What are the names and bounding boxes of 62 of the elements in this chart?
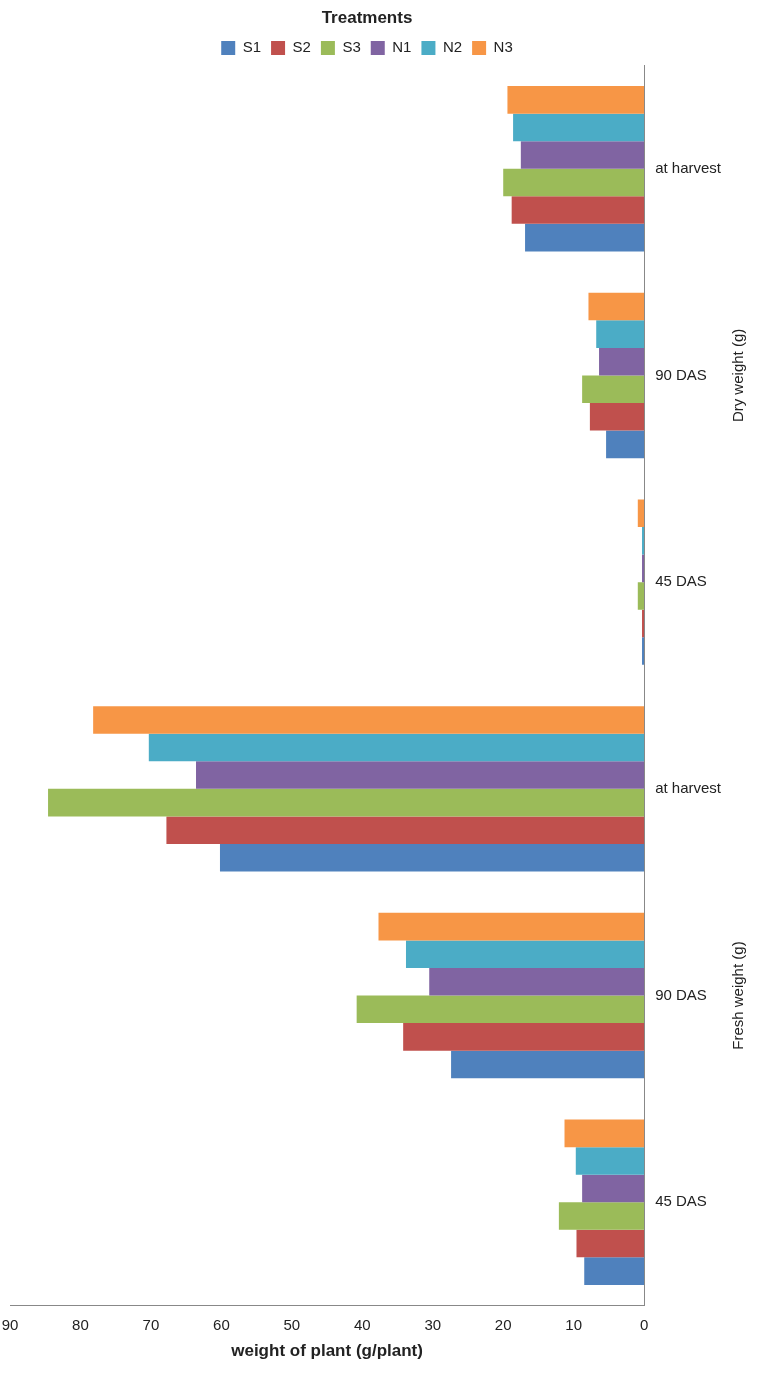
y-tick-label: 45 DAS [655,572,707,590]
bar [582,1174,645,1203]
legend-label: N2 [442,38,463,56]
bar [637,582,645,610]
legend-label: N3 [493,38,513,56]
bar [584,1257,645,1285]
bar [599,347,645,376]
bar [558,1202,645,1230]
legend-title: Treatments [321,8,413,28]
bar [166,816,645,844]
x-tick-label: 90 [1,1315,19,1333]
bar [148,733,645,762]
bar [576,1229,645,1258]
bar [48,788,645,817]
bar [219,843,645,872]
bar [511,196,645,224]
legend-label: S2 [292,38,311,56]
bar [405,940,645,968]
bar [642,609,645,638]
x-tick-label: 0 [639,1315,649,1333]
text: Dry weight (g) [729,328,747,423]
bar [93,706,645,734]
bar [525,223,645,252]
x-tick-label: 20 [494,1315,512,1333]
bar [564,1119,645,1148]
legend-label: S3 [342,38,361,56]
bar [378,912,645,941]
bar [507,86,645,114]
bar [451,1050,645,1079]
y-tick-label: 90 DAS [655,365,707,383]
x-tick-label: 60 [213,1315,230,1333]
bar [582,375,645,404]
x-tick-label: 50 [283,1315,301,1333]
bar [503,168,645,197]
y-tick-label: at harvest [655,158,722,176]
legend-label: N1 [392,38,412,56]
bar [637,499,645,528]
y-tick-label: 45 DAS [655,1192,707,1210]
bar [589,403,645,431]
bar [520,141,645,169]
bar [588,292,645,321]
y-tick-label: at harvest [655,778,722,796]
bar [596,320,645,348]
bar [642,554,645,583]
bar [356,995,645,1024]
bar [575,1147,645,1175]
bar [642,637,645,665]
bar [196,761,645,789]
bar [403,1023,645,1051]
x-tick-label: 10 [565,1315,583,1333]
x-tick-label: 70 [142,1315,160,1333]
x-tick-label: 80 [72,1315,89,1333]
text: Fresh weight (g) [729,941,747,1050]
y-tick-label: 90 DAS [655,985,707,1003]
x-tick-label: 40 [353,1315,371,1333]
x-tick-label: 30 [424,1315,442,1333]
bar [513,113,645,142]
legend-label: S1 [242,38,262,56]
bar [606,430,645,459]
bar [429,967,645,996]
bar [642,527,645,555]
x-axis-title: weight of plant (g/plant) [230,1341,423,1361]
